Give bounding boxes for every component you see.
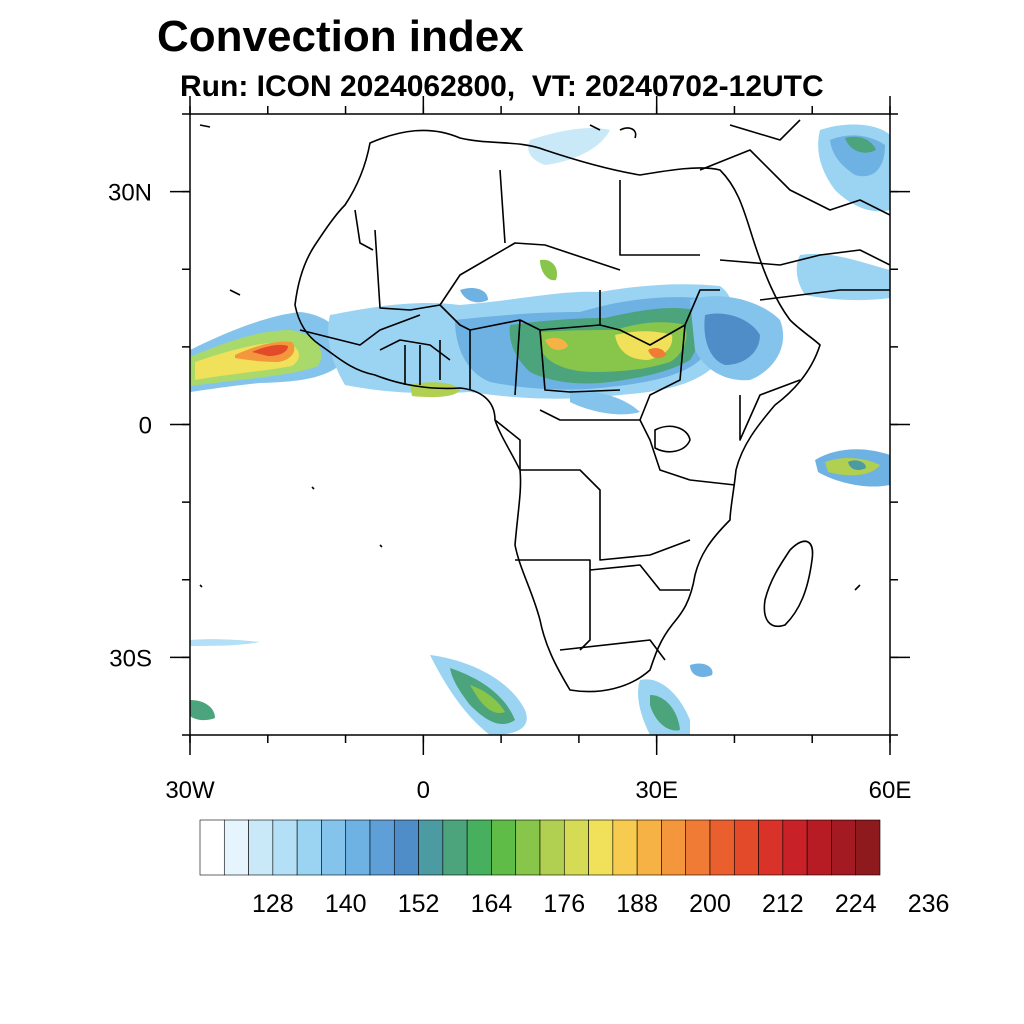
colorbar-swatch (199, 819, 225, 876)
colorbar-swatch (248, 819, 274, 876)
colorbar-swatch (466, 819, 492, 876)
x-tick-label: 0 (417, 777, 430, 804)
colorbar-swatch (418, 819, 444, 876)
colorbar-swatch (636, 819, 662, 876)
colorbar-swatch (491, 819, 517, 876)
colorbar-label: 224 (835, 890, 877, 918)
x-tick-label: 60E (869, 777, 912, 804)
map-subtitle: Run: ICON 2024062800, VT: 20240702-12UTC (180, 70, 824, 103)
colorbar-swatch (345, 819, 371, 876)
colorbar-swatch (758, 819, 784, 876)
colorbar-swatch (661, 819, 687, 876)
colorbar-swatch (855, 819, 881, 876)
map-title: Convection index (157, 12, 524, 61)
colorbar-label: 188 (616, 890, 658, 918)
convection-field (190, 124, 890, 735)
colorbar-swatch (588, 819, 614, 876)
coastlines-borders (199, 119, 890, 693)
colorbar-labels: 128 140 152 164 176 188 200 212 224 236 (252, 890, 949, 918)
y-tick-label: 30S (109, 645, 152, 672)
axis-ticks (170, 96, 910, 755)
colorbar-swatch (539, 819, 565, 876)
axis-tick-labels: 30W 0 30E 60E 30N 0 30S (108, 180, 911, 804)
colorbar-label: 236 (908, 890, 950, 918)
colorbar-label: 128 (252, 890, 294, 918)
x-tick-label: 30W (165, 777, 215, 804)
y-tick-label: 0 (139, 413, 152, 440)
colorbar-swatch (296, 819, 322, 876)
colorbar-label: 140 (325, 890, 367, 918)
colorbar-swatch (709, 819, 735, 876)
colorbar-label: 176 (543, 890, 585, 918)
colorbar-swatch (272, 819, 298, 876)
colorbar-swatch (806, 819, 832, 876)
colorbar-swatch (369, 819, 395, 876)
x-tick-label: 30E (635, 777, 678, 804)
colorbar-swatch (393, 819, 419, 876)
colorbar-swatch (831, 819, 857, 876)
map-frame (189, 113, 891, 736)
colorbar-swatch (782, 819, 808, 876)
colorbar-swatch (442, 819, 468, 876)
colorbar-label: 212 (762, 890, 804, 918)
colorbar-swatch (223, 819, 249, 876)
y-tick-label: 30N (108, 180, 152, 207)
colorbar-swatch (612, 819, 638, 876)
colorbar-swatch (733, 819, 759, 876)
colorbar (199, 819, 881, 876)
colorbar-swatch (515, 819, 541, 876)
colorbar-label: 164 (471, 890, 513, 918)
colorbar-label: 200 (689, 890, 731, 918)
colorbar-swatch (563, 819, 589, 876)
colorbar-swatch (685, 819, 711, 876)
colorbar-swatch (321, 819, 347, 876)
colorbar-label: 152 (398, 890, 440, 918)
